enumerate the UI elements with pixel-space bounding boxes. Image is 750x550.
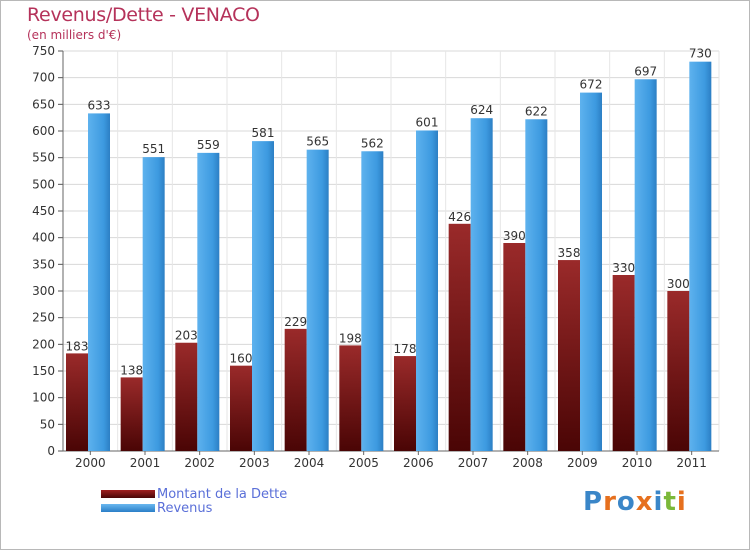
y-tick-label: 550 (32, 151, 55, 165)
y-tick-label: 100 (32, 391, 55, 405)
bar-dette (339, 345, 362, 451)
data-label-dette: 300 (667, 277, 690, 291)
bar-revenus (88, 113, 110, 452)
y-tick-label: 500 (32, 177, 55, 191)
chart-title: Revenus/Dette - VENACO (27, 4, 260, 26)
data-label-dette: 198 (339, 331, 362, 345)
data-label-revenus: 551 (142, 142, 165, 156)
data-label-dette: 229 (284, 315, 307, 329)
data-label-revenus: 624 (470, 103, 493, 117)
data-label-revenus: 672 (580, 78, 603, 92)
x-tick-label: 2004 (294, 456, 325, 470)
logo-letter: i (653, 487, 664, 517)
bar-dette (230, 365, 252, 451)
y-tick-label: 0 (47, 444, 55, 458)
x-tick-label: 2008 (512, 456, 543, 470)
x-tick-label: 2010 (622, 456, 653, 470)
x-tick-label: 2007 (458, 456, 489, 470)
data-label-revenus: 581 (252, 126, 275, 140)
y-tick-label: 50 (40, 417, 55, 431)
bar-dette (612, 275, 635, 451)
bar-dette (120, 377, 143, 451)
x-tick-label: 2001 (130, 456, 161, 470)
bar-revenus (470, 118, 493, 451)
proxiti-logo: Proxiti (583, 487, 687, 517)
x-tick-label: 2005 (348, 456, 379, 470)
logo-letter: P (583, 487, 604, 517)
y-tick-label: 350 (32, 257, 55, 271)
bar-dette (175, 342, 198, 451)
data-label-dette: 138 (120, 363, 143, 377)
data-label-dette: 426 (448, 210, 471, 224)
x-tick-label: 2009 (567, 456, 598, 470)
data-label-revenus: 697 (634, 64, 657, 78)
data-label-dette: 330 (612, 261, 635, 275)
bar-revenus (689, 61, 712, 452)
bar-dette (448, 223, 471, 451)
x-tick-label: 2011 (676, 456, 707, 470)
bar-dette (394, 356, 416, 451)
data-label-revenus: 622 (525, 104, 548, 118)
x-tick-label: 2003 (239, 456, 270, 470)
y-tick-label: 250 (32, 311, 55, 325)
data-label-dette: 358 (558, 246, 581, 260)
chart-subtitle: (en milliers d'€) (27, 28, 122, 42)
data-label-revenus: 601 (416, 115, 439, 129)
x-tick-label: 2002 (184, 456, 215, 470)
x-tick-label: 2000 (75, 456, 106, 470)
bar-revenus (580, 92, 602, 451)
y-tick-label: 300 (32, 284, 55, 298)
y-tick-label: 450 (32, 204, 55, 218)
data-label-dette: 160 (230, 352, 253, 366)
bar-revenus (416, 130, 438, 451)
legend-label-revenus: Revenus (157, 501, 213, 516)
data-label-revenus: 730 (689, 47, 712, 61)
data-label-revenus: 562 (361, 136, 384, 150)
bar-dette (284, 328, 307, 451)
x-tick-label: 2006 (403, 456, 434, 470)
data-label-dette: 183 (66, 339, 89, 353)
bar-revenus (634, 79, 657, 452)
data-label-revenus: 633 (88, 98, 111, 112)
bar-dette (558, 260, 580, 451)
y-tick-label: 150 (32, 364, 55, 378)
bar-revenus (306, 149, 329, 451)
bar-revenus (142, 157, 165, 451)
logo-letter: r (603, 487, 617, 517)
bar-revenus (252, 141, 274, 451)
bar-dette (667, 291, 690, 451)
y-tick-label: 600 (32, 124, 55, 138)
logo-letter: x (635, 487, 654, 517)
data-label-dette: 390 (503, 229, 526, 243)
bar-revenus (525, 119, 548, 452)
data-label-revenus: 565 (306, 135, 329, 149)
y-tick-label: 700 (32, 71, 55, 85)
legend-label-dette: Montant de la Dette (157, 487, 288, 502)
legend-swatch-revenus (101, 504, 155, 512)
y-tick-label: 400 (32, 231, 55, 245)
logo-letter: i (676, 487, 687, 517)
y-tick-label: 200 (32, 337, 55, 351)
data-label-dette: 178 (394, 342, 417, 356)
bar-revenus (197, 152, 220, 451)
data-label-revenus: 559 (197, 138, 220, 152)
bar-dette (66, 353, 88, 451)
legend-swatch-dette (101, 490, 155, 498)
y-tick-label: 650 (32, 97, 55, 111)
logo-letter: t (663, 487, 677, 517)
y-tick-label: 750 (32, 44, 55, 58)
logo-letter: o (616, 487, 636, 517)
bar-dette (503, 243, 526, 451)
data-label-dette: 203 (175, 329, 198, 343)
bar-revenus (361, 151, 384, 451)
